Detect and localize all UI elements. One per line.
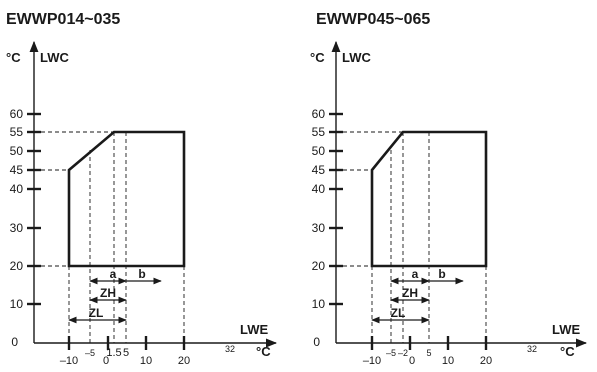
x-tick-label: 32 (225, 344, 235, 354)
x-tick-label: 0 (103, 355, 109, 367)
x-tick-label: 10 (140, 355, 152, 367)
x-unit: °C (560, 344, 575, 359)
y-tick-label: 50 (312, 144, 326, 158)
x-axis-label: LWE (240, 322, 268, 337)
panel-title: EWWP014~035 (6, 11, 120, 28)
zone-zh-label: ZH (402, 286, 418, 300)
y-tick-label: 60 (10, 107, 24, 121)
y-tick-label: 20 (312, 259, 326, 273)
x-tick-label: 5 (426, 348, 431, 358)
operating-envelope (67, 130, 186, 268)
x-tick-label: 1.5 (106, 347, 121, 359)
y-ticks: 60 55 50 45 40 30 20 10 0 (10, 107, 41, 349)
x-tick-label: 5 (123, 347, 129, 359)
x-tick-label: –10 (363, 355, 381, 367)
x-tick-label: 20 (178, 355, 190, 367)
y-tick-label: 10 (312, 297, 326, 311)
y-tick-label: 45 (10, 163, 24, 177)
panel-ewwp014-035: EWWP014~035 °C LWC LWE °C 60 55 50 45 40… (6, 11, 278, 367)
y-axis-label: LWC (342, 50, 371, 65)
y-tick-label: 20 (10, 259, 24, 273)
guide-lines (34, 131, 185, 343)
y-tick-label: 40 (312, 182, 326, 196)
x-tick-label: –10 (60, 355, 78, 367)
x-axis-label: LWE (552, 322, 580, 337)
zone-a-label: a (412, 267, 419, 281)
zone-a-label: a (110, 267, 117, 281)
panel-ewwp045-065: EWWP045~065 °C LWC LWE °C 60 55 50 45 40… (310, 11, 588, 367)
zone-zl-label: ZL (391, 306, 406, 320)
y-axis-label: LWC (40, 50, 69, 65)
x-tick-label: 20 (480, 355, 492, 367)
zone-zh-label: ZH (100, 286, 116, 300)
x-tick-label: 32 (527, 344, 537, 354)
y-unit: °C (6, 50, 21, 65)
zone-zl-label: ZL (89, 306, 104, 320)
y-tick-label: 30 (10, 221, 24, 235)
operating-envelope (370, 130, 488, 268)
guide-lines (336, 131, 487, 343)
y-ticks: 60 55 50 45 40 30 20 10 0 (312, 107, 343, 349)
x-unit: °C (256, 344, 271, 359)
x-tick-label: 0 (409, 355, 415, 367)
x-ticks: –10 –5 0 1.5 5 10 20 32 (60, 336, 235, 367)
x-tick-label: 10 (442, 355, 454, 367)
y-tick-label: 45 (312, 163, 326, 177)
y-tick-label: 10 (10, 297, 24, 311)
y-tick-label: 60 (312, 107, 326, 121)
y-tick-label: 50 (10, 144, 24, 158)
x-tick-label: –2 (398, 348, 408, 358)
x-tick-label: –5 (85, 348, 95, 358)
zone-b-label: b (438, 267, 445, 281)
y-tick-label: 55 (10, 125, 24, 139)
y-tick-label: 55 (312, 125, 326, 139)
zone-markers: a b ZH ZL (371, 267, 464, 324)
zone-markers: a b ZH ZL (68, 267, 162, 324)
y-tick-label: 0 (11, 335, 18, 349)
y-unit: °C (310, 50, 325, 65)
y-tick-label: 30 (312, 221, 326, 235)
x-tick-label: –5 (386, 348, 396, 358)
zone-b-label: b (138, 267, 145, 281)
panel-title: EWWP045~065 (316, 11, 430, 28)
x-ticks: –10 –5 –2 0 5 10 20 32 (363, 336, 537, 367)
y-tick-label: 40 (10, 182, 24, 196)
y-tick-label: 0 (313, 335, 320, 349)
